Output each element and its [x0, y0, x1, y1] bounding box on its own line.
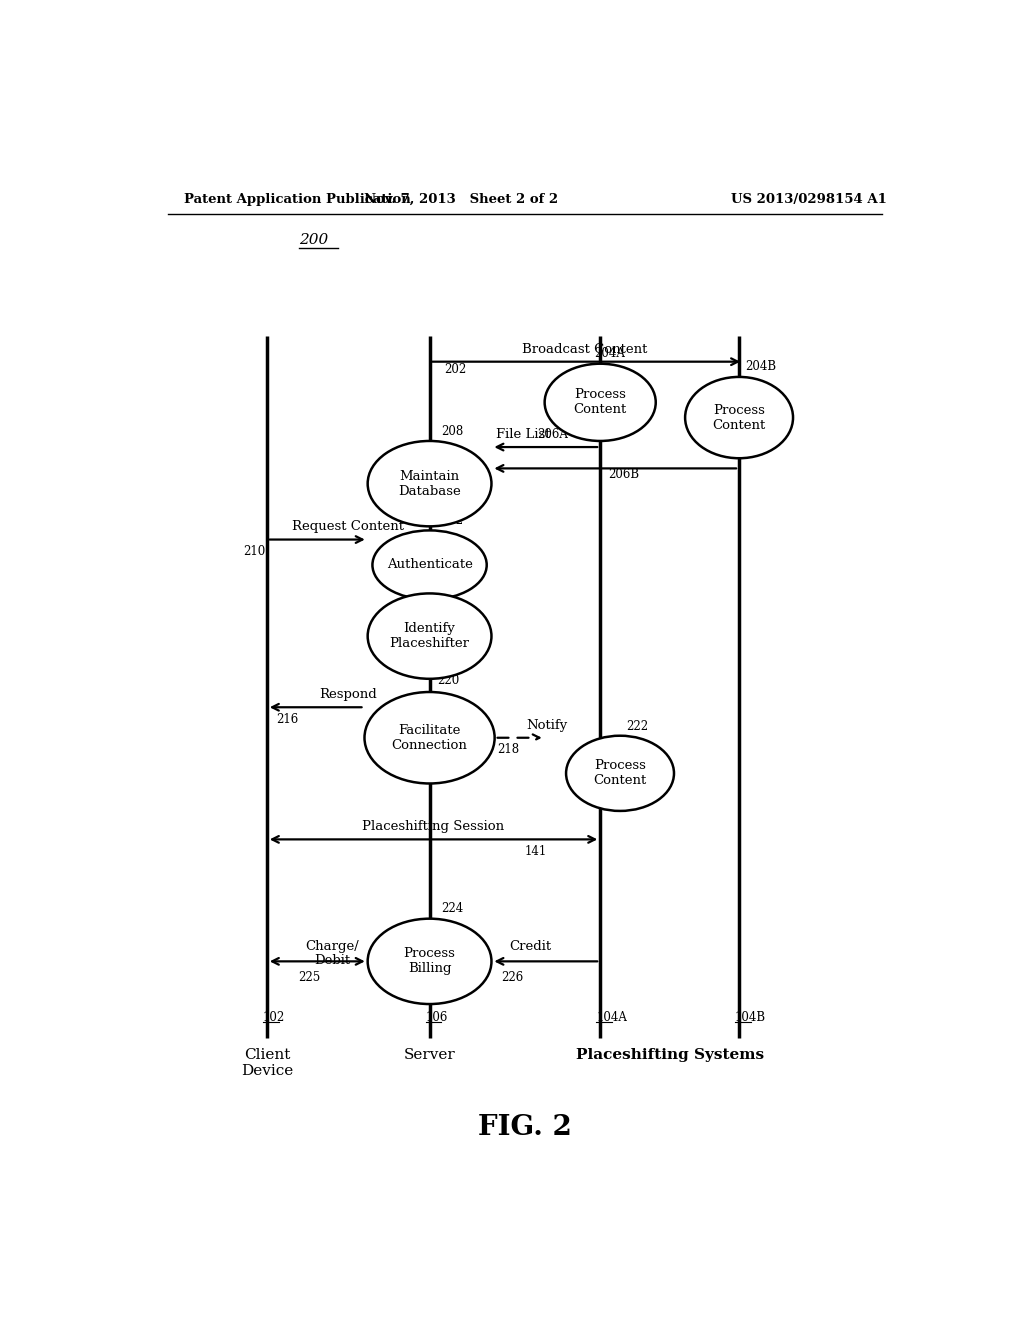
Text: 226: 226 [501, 970, 523, 983]
Ellipse shape [566, 735, 674, 810]
Ellipse shape [368, 441, 492, 527]
Text: Process
Billing: Process Billing [403, 948, 456, 975]
Text: Process
Content: Process Content [593, 759, 647, 787]
Text: US 2013/0298154 A1: US 2013/0298154 A1 [731, 193, 887, 206]
Text: Patent Application Publication: Patent Application Publication [183, 193, 411, 206]
Text: 220: 220 [437, 675, 460, 686]
Text: 206A: 206A [537, 428, 567, 441]
Text: 202: 202 [443, 363, 466, 376]
Text: Nov. 7, 2013   Sheet 2 of 2: Nov. 7, 2013 Sheet 2 of 2 [365, 193, 558, 206]
Text: 141: 141 [524, 845, 547, 858]
Text: 104A: 104A [596, 1011, 627, 1024]
Text: 222: 222 [627, 719, 648, 733]
Text: Process
Content: Process Content [713, 404, 766, 432]
Text: 218: 218 [497, 743, 519, 756]
Text: FIG. 2: FIG. 2 [478, 1114, 571, 1140]
Text: File List: File List [496, 428, 550, 441]
Text: 200: 200 [299, 232, 328, 247]
Text: 216: 216 [276, 713, 299, 726]
Text: Placeshifting Session: Placeshifting Session [362, 820, 505, 833]
Text: 104B: 104B [735, 1011, 766, 1024]
Text: Maintain
Database: Maintain Database [398, 470, 461, 498]
Text: 210: 210 [243, 545, 265, 558]
Text: Notify: Notify [526, 718, 567, 731]
Text: Broadcast Content: Broadcast Content [521, 343, 647, 355]
Text: Placeshifting Systems: Placeshifting Systems [575, 1048, 764, 1061]
Text: 214: 214 [441, 576, 464, 589]
Ellipse shape [365, 692, 495, 784]
Text: 102: 102 [263, 1011, 285, 1024]
Text: 204A: 204A [594, 347, 625, 359]
Ellipse shape [368, 594, 492, 678]
Text: 106: 106 [426, 1011, 447, 1024]
Text: 204B: 204B [745, 360, 776, 372]
Text: Server: Server [403, 1048, 456, 1061]
Text: Identify
Placeshifter: Identify Placeshifter [389, 622, 470, 651]
Ellipse shape [368, 919, 492, 1005]
Text: Credit: Credit [510, 940, 552, 953]
Text: Charge/: Charge/ [305, 940, 359, 953]
Text: Client
Device: Client Device [241, 1048, 293, 1078]
Text: 206B: 206B [608, 467, 639, 480]
Text: 225: 225 [299, 970, 321, 983]
Text: Respond: Respond [319, 688, 377, 701]
Text: Debit: Debit [314, 954, 350, 968]
Text: 212: 212 [441, 515, 464, 528]
Text: Facilitate
Connection: Facilitate Connection [391, 723, 468, 752]
Text: Process
Content: Process Content [573, 388, 627, 416]
Text: 224: 224 [441, 902, 464, 915]
Text: 208: 208 [441, 425, 464, 438]
Ellipse shape [545, 364, 655, 441]
Text: Request Content: Request Content [292, 520, 404, 533]
Text: Authenticate: Authenticate [387, 558, 472, 572]
Ellipse shape [373, 531, 486, 599]
Ellipse shape [685, 378, 793, 458]
